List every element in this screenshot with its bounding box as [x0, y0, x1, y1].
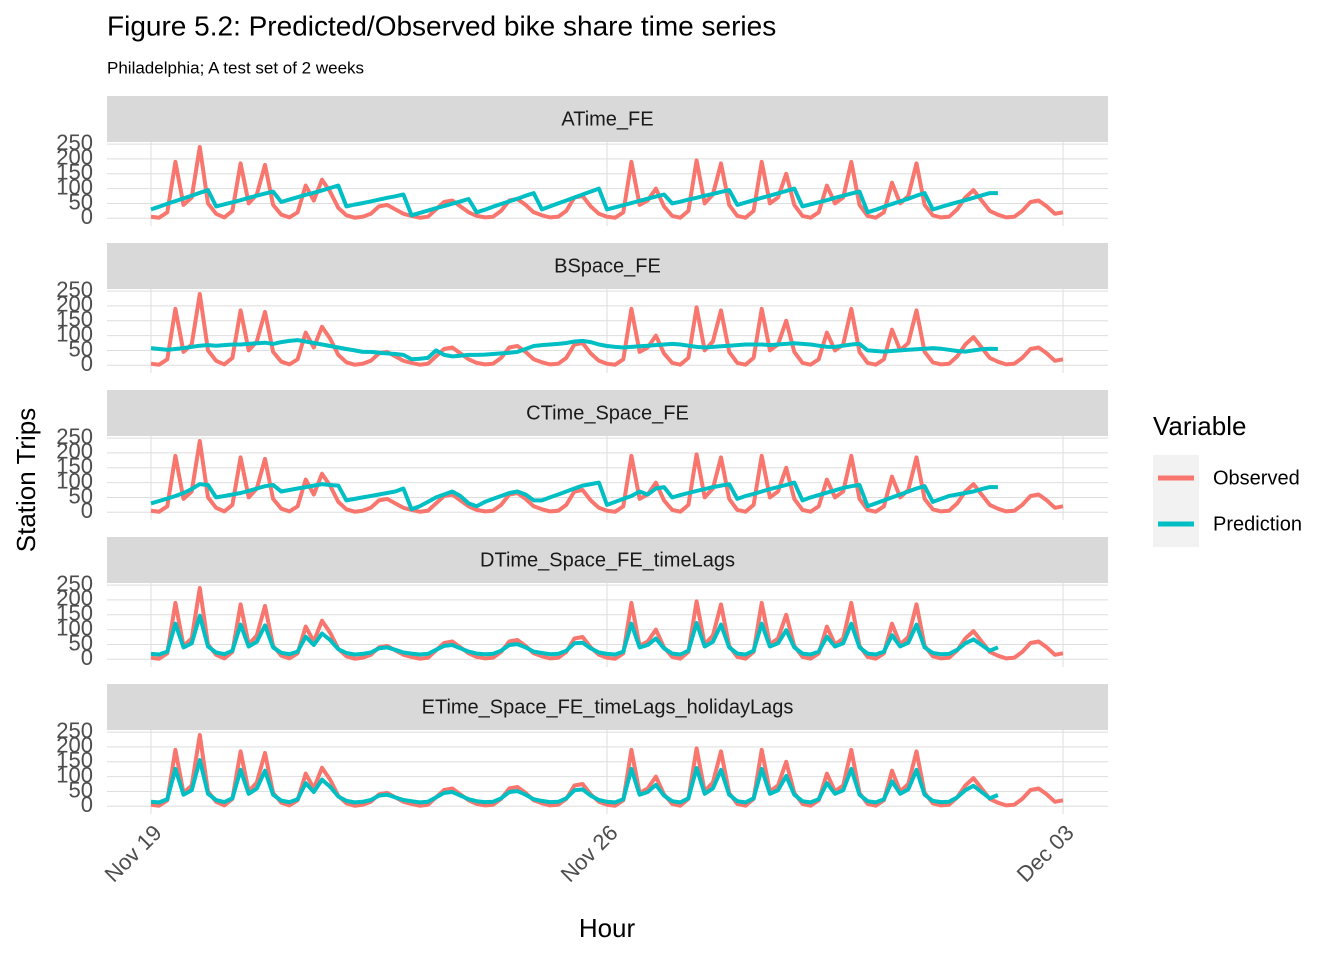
chart-subtitle: Philadelphia; A test set of 2 weeks	[107, 58, 364, 77]
prediction-line	[150, 758, 999, 805]
prediction-line	[150, 183, 998, 218]
y-tick-label: 100	[56, 468, 93, 493]
y-tick-label: 50	[69, 189, 93, 214]
y-tick-label: 100	[56, 762, 93, 787]
y-tick-label: 100	[56, 321, 93, 346]
prediction-line	[150, 480, 998, 512]
y-tick-label: 0	[81, 645, 93, 670]
y-tick-label: 150	[56, 601, 93, 626]
observed-line	[150, 733, 1064, 808]
strip-label: DTime_Space_FE_timeLags	[480, 549, 735, 571]
y-tick-label: 200	[56, 292, 93, 317]
y-tick-label: 50	[69, 336, 93, 361]
y-tick-label: 0	[81, 498, 93, 523]
y-tick-label: 0	[81, 792, 93, 817]
strip-label: BSpace_FE	[554, 255, 661, 277]
x-tick-label: Nov 19	[100, 820, 167, 887]
prediction-line	[150, 338, 998, 362]
strip-label: CTime_Space_FE	[526, 402, 689, 424]
strip	[107, 390, 1108, 436]
legend-label: Observed	[1213, 467, 1300, 489]
y-tick-label: 50	[69, 483, 93, 508]
y-tick-label: 250	[56, 130, 93, 155]
y-tick-label: 150	[56, 454, 93, 479]
y-tick-label: 100	[56, 174, 93, 199]
y-axis-title: Station Trips	[11, 408, 41, 553]
observed-line	[150, 586, 1064, 661]
y-tick-label: 250	[56, 424, 93, 449]
y-tick-label: 250	[56, 718, 93, 743]
prediction-line	[150, 613, 999, 657]
legend-label: Prediction	[1213, 513, 1302, 535]
y-tick-label: 150	[56, 160, 93, 185]
y-tick-label: 250	[56, 571, 93, 596]
y-tick-label: 200	[56, 586, 93, 611]
y-tick-label: 100	[56, 615, 93, 640]
y-tick-label: 200	[56, 733, 93, 758]
y-tick-label: 200	[56, 145, 93, 170]
y-tick-label: 50	[69, 777, 93, 802]
strip	[107, 684, 1108, 730]
strip	[107, 96, 1108, 142]
strip-label: ETime_Space_FE_timeLags_holidayLags	[422, 696, 794, 718]
x-axis-title: Hour	[579, 913, 636, 943]
y-tick-label: 150	[56, 748, 93, 773]
strip	[107, 243, 1108, 289]
y-tick-label: 50	[69, 630, 93, 655]
strip	[107, 537, 1108, 583]
x-tick-label: Nov 26	[556, 820, 623, 887]
legend-title: Variable	[1153, 411, 1246, 441]
x-tick-label: Dec 03	[1012, 820, 1079, 887]
y-tick-label: 0	[81, 351, 93, 376]
chart-title: Figure 5.2: Predicted/Observed bike shar…	[107, 10, 776, 41]
strip-label: ATime_FE	[561, 108, 653, 130]
y-tick-label: 0	[81, 204, 93, 229]
y-tick-label: 150	[56, 307, 93, 332]
y-tick-label: 200	[56, 439, 93, 464]
y-tick-label: 250	[56, 277, 93, 302]
